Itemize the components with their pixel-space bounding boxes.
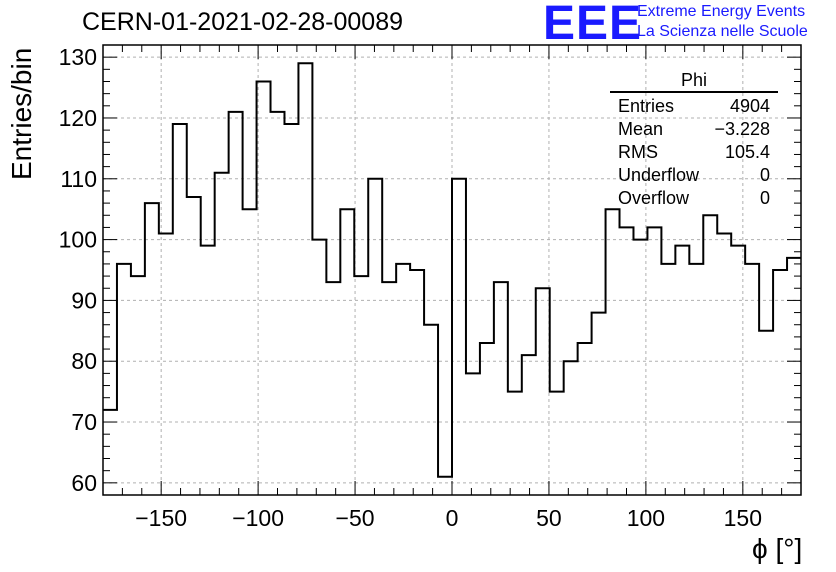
histogram-bin: [396, 264, 410, 495]
stats-label: RMS: [618, 142, 658, 162]
stats-value: 0: [759, 165, 770, 185]
y-tick-label: 70: [71, 409, 97, 435]
x-tick-label: 0: [446, 505, 459, 531]
y-tick-label: 60: [71, 470, 97, 496]
histogram-bin: [480, 343, 494, 495]
x-tick-label: 50: [536, 505, 562, 531]
histogram-bin: [452, 179, 466, 495]
stats-label: Entries: [618, 96, 675, 116]
histogram-bin: [508, 392, 522, 495]
histogram-bin: [494, 282, 508, 495]
stats-value: −3.228: [714, 119, 770, 139]
histogram-bin: [131, 276, 145, 495]
x-tick-label: −50: [336, 505, 375, 531]
stats-row-mean: Mean −3.228: [610, 118, 778, 141]
histogram-bin: [689, 264, 703, 495]
logo-caption-line2: La Scienza nelle Scuole: [637, 23, 808, 40]
stats-label: Underflow: [618, 165, 700, 185]
histogram-bin: [717, 234, 731, 495]
histogram-bin: [103, 410, 117, 495]
y-tick-label: 100: [59, 227, 97, 253]
histogram-bin: [145, 203, 159, 495]
x-tick-label: −150: [135, 505, 187, 531]
histogram-bin: [271, 112, 285, 495]
histogram-bin: [312, 240, 326, 495]
histogram-bin: [229, 112, 243, 495]
x-axis-label: ϕ [°]: [752, 533, 803, 564]
y-tick-label: 110: [60, 166, 97, 192]
histogram-bin: [522, 355, 536, 495]
histogram-bin: [354, 276, 368, 495]
stats-row-entries: Entries 4904: [610, 95, 778, 118]
histogram-bin: [564, 361, 578, 495]
histogram-bin: [340, 209, 354, 495]
y-axis-label: Entries/bin: [6, 47, 37, 180]
histogram-bin: [187, 197, 201, 495]
stats-title: Phi: [610, 70, 778, 93]
histogram-bin: [466, 373, 480, 495]
histogram-bin: [368, 179, 382, 495]
histogram-bin: [243, 209, 257, 495]
stats-value: 105.4: [724, 142, 770, 162]
tick-marks: [103, 44, 802, 496]
histogram-bin: [117, 264, 131, 495]
histogram-bin: [284, 124, 298, 495]
x-tick-label: 150: [724, 505, 762, 531]
histogram-bin: [201, 246, 215, 495]
chart-title: CERN-01-2021-02-28-00089: [82, 8, 404, 36]
y-tick-label: 120: [59, 105, 97, 131]
histogram-bin: [298, 63, 312, 495]
stats-label: Mean: [618, 119, 664, 139]
histogram-bin: [633, 240, 647, 495]
histogram-bin: [675, 246, 689, 495]
stats-value: 0: [759, 188, 770, 208]
histogram-bin: [606, 209, 620, 495]
eee-logo: EEE: [543, 0, 643, 50]
histogram-bin: [745, 264, 759, 495]
histogram-bin: [592, 313, 606, 495]
tick-labels: −150 −100 −50 0 50 100 150 60 70 80 90 100 110 120 130: [59, 44, 762, 531]
y-tick-label: 130: [59, 44, 97, 70]
histogram-bin: [578, 343, 592, 495]
stats-box: Phi Entries 4904 Mean −3.228 RMS 105.4 U…: [610, 70, 778, 210]
histogram-bin: [661, 264, 675, 495]
histogram-bin: [326, 282, 340, 495]
y-tick-label: 80: [71, 348, 97, 374]
histogram-bin: [703, 215, 717, 495]
x-tick-label: −100: [232, 505, 284, 531]
histogram-bin: [382, 282, 396, 495]
stats-row-overflow: Overflow 0: [610, 187, 778, 210]
histogram-series: [103, 62, 801, 495]
histogram-bin: [773, 270, 787, 495]
histogram-bin: [215, 173, 229, 495]
histogram-line: [103, 62, 801, 478]
histogram-bin: [438, 477, 452, 495]
stats-row-underflow: Underflow 0: [610, 164, 778, 187]
histogram-bin: [257, 81, 271, 495]
histogram-bin: [787, 258, 801, 495]
histogram-bin: [410, 270, 424, 495]
logo-caption-line1: Extreme Energy Events: [637, 3, 806, 20]
histogram-bin: [173, 124, 187, 495]
stats-value: 4904: [729, 96, 770, 116]
histogram-bin: [550, 392, 564, 495]
x-tick-label: 100: [627, 505, 665, 531]
stats-row-rms: RMS 105.4: [610, 141, 778, 164]
histogram-bin: [536, 288, 550, 495]
histogram-bin: [424, 325, 438, 495]
histogram-bin: [759, 331, 773, 495]
y-tick-label: 90: [71, 287, 97, 313]
stats-label: Overflow: [618, 188, 690, 208]
